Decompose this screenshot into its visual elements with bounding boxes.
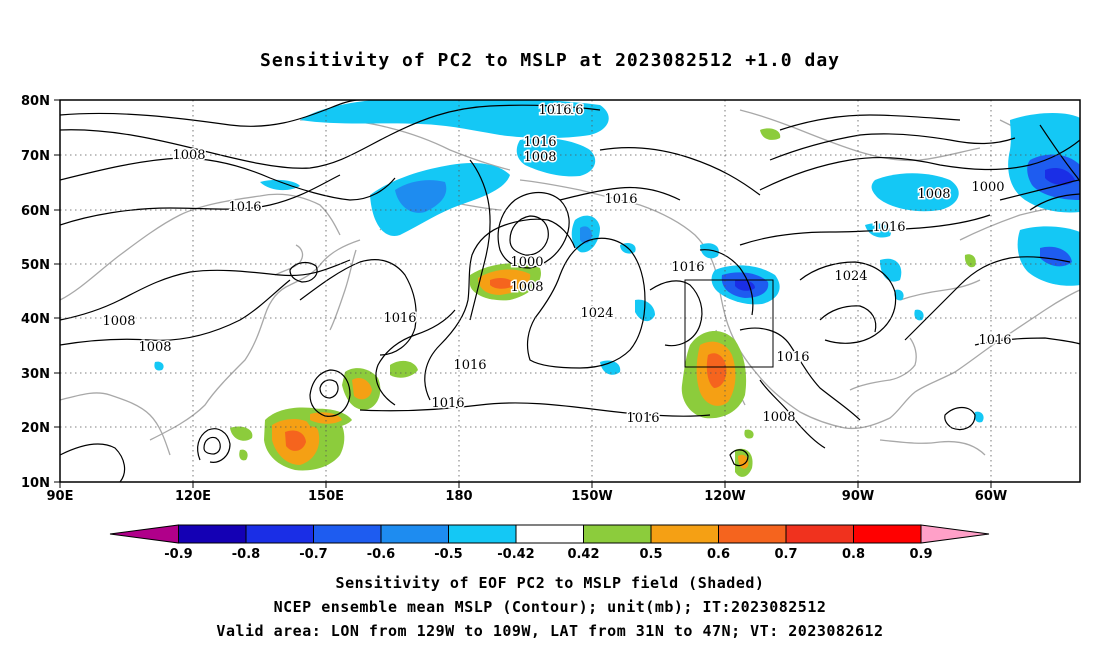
contour-label: 1016: [538, 103, 571, 118]
lon-label: 90W: [842, 489, 874, 504]
lon-label: 150E: [308, 489, 344, 504]
lon-label: 90E: [47, 489, 74, 504]
lat-label: 30N: [21, 367, 50, 382]
caption-line-3: Valid area: LON from 129W to 109W, LAT f…: [216, 622, 884, 640]
plot-frame: [59, 99, 1081, 483]
lon-label: 180: [445, 489, 472, 504]
lat-label: 40N: [21, 312, 50, 327]
colorbar-swatch: [785, 524, 854, 544]
contour-label: 1008: [172, 148, 205, 163]
colorbar-tick-label: -0.9: [164, 547, 192, 562]
contour-label: 1016: [431, 396, 464, 411]
lon-label: 120E: [175, 489, 211, 504]
colorbar-tick-label: 0.8: [842, 547, 865, 562]
mslp-contours: [60, 100, 1080, 482]
colorbar-tick-label: -0.42: [497, 547, 534, 562]
contour-label: 1024: [580, 306, 613, 321]
colorbar-swatch: [718, 524, 787, 544]
lat-axis-labels: 80N 70N 60N 50N 40N 30N 20N 10N: [21, 94, 50, 491]
contour-label: 1016: [228, 200, 261, 215]
colorbar-tick-label: -0.8: [232, 547, 260, 562]
lon-label: 150W: [571, 489, 612, 504]
colorbar-tick-label: -0.6: [367, 547, 395, 562]
valid-area-box: [684, 279, 774, 368]
colorbar-tick-label: 0.42: [567, 547, 599, 562]
colorbar-swatch: [245, 524, 314, 544]
lon-label: 60W: [975, 489, 1007, 504]
colorbar-swatch: [650, 524, 719, 544]
lon-label: 120W: [704, 489, 745, 504]
contour-label: 1016: [776, 350, 809, 365]
contour-label: 1008: [523, 150, 556, 165]
lat-label: 10N: [21, 476, 50, 491]
lat-label: 70N: [21, 149, 50, 164]
contour-label: 1000: [510, 255, 543, 270]
contour-label: 1016: [604, 192, 637, 207]
colorbar-labels: -0.9 -0.8 -0.7 -0.6 -0.5 -0.42 0.42 0.5 0.6 0.7 0.…: [164, 547, 932, 562]
map-title: Sensitivity of PC2 to MSLP at 2023082512…: [259, 50, 840, 71]
colorbar-max-triangle: [920, 524, 990, 544]
colorbar: [109, 524, 990, 544]
grid-lines: [60, 100, 1080, 482]
contour-label: 1016: [550, 103, 583, 118]
colorbar-tick-label: 0.7: [774, 547, 797, 562]
colorbar-tick-label: 0.5: [639, 547, 662, 562]
axis-ticks: [54, 99, 992, 488]
caption-line-1: Sensitivity of EOF PC2 to MSLP field (Sh…: [335, 574, 765, 592]
contour-label: 1016: [671, 260, 704, 275]
lon-axis-labels: 90E 120E 150E 180 150W 120W 90W 60W: [47, 489, 1008, 504]
colorbar-tick-label: -0.5: [434, 547, 462, 562]
contour-label: 1024: [834, 269, 867, 284]
colorbar-swatch: [380, 524, 449, 544]
contour-label: 1008: [510, 280, 543, 295]
contour-label: 1016: [978, 333, 1011, 348]
contour-label: 1016: [872, 220, 905, 235]
colorbar-swatch: [448, 524, 517, 544]
colorbar-swatch: [583, 524, 652, 544]
contour-label: 1016: [383, 311, 416, 326]
contour-label: 1016: [453, 358, 486, 373]
contour-label: 1000: [971, 180, 1004, 195]
contour-label: 1008: [917, 187, 950, 202]
colorbar-swatch: [178, 524, 247, 544]
contour-label: 1016: [523, 135, 556, 150]
lat-label: 50N: [21, 258, 50, 273]
colorbar-tick-label: -0.7: [299, 547, 327, 562]
colorbar-min-triangle: [109, 524, 179, 544]
lat-label: 20N: [21, 421, 50, 436]
contour-label: 1008: [138, 340, 171, 355]
lat-label: 60N: [21, 204, 50, 219]
contour-label: 1016: [626, 411, 659, 426]
colorbar-swatch: [515, 524, 584, 544]
shaded-regions: [154, 100, 1080, 477]
lat-label: 80N: [21, 94, 50, 109]
colorbar-tick-label: 0.9: [909, 547, 932, 562]
contour-label: 1008: [102, 314, 135, 329]
contour-label: 1008: [762, 410, 795, 425]
colorbar-swatch: [313, 524, 382, 544]
colorbar-swatch: [853, 524, 922, 544]
caption-line-2: NCEP ensemble mean MSLP (Contour); unit(…: [273, 598, 827, 616]
colorbar-tick-label: 0.6: [707, 547, 730, 562]
